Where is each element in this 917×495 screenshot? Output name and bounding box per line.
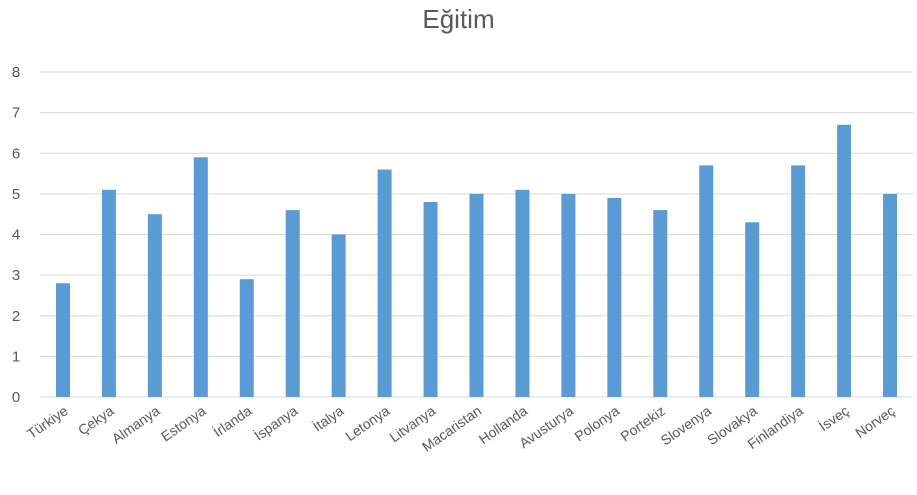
bar: [239, 279, 254, 397]
y-tick-label: 4: [12, 227, 20, 244]
x-tick-label: Almanya: [109, 402, 163, 446]
bar: [147, 214, 162, 397]
x-tick-label: İtalya: [309, 401, 346, 434]
y-tick-label: 8: [12, 64, 20, 81]
bar: [469, 193, 484, 397]
chart-title: Eğitim: [422, 4, 495, 34]
bar: [55, 283, 70, 397]
bar: [101, 189, 116, 397]
bar: [791, 165, 806, 397]
y-tick-label: 3: [12, 267, 20, 284]
x-tick-label: Norveç: [852, 402, 898, 441]
x-tick-label: Letonya: [342, 402, 392, 444]
bar: [561, 193, 576, 397]
x-tick-label: Estonya: [158, 402, 209, 444]
bar: [423, 202, 438, 397]
y-tick-label: 7: [12, 105, 20, 122]
bar: [607, 197, 622, 397]
bar: [285, 210, 300, 397]
x-tick-label: Slovenya: [658, 402, 715, 448]
x-tick-label: İrlanda: [210, 401, 255, 440]
y-tick-label: 5: [12, 186, 20, 203]
y-tick-label: 0: [12, 389, 20, 406]
bar: [515, 189, 530, 397]
bar: [745, 222, 760, 397]
x-tick-label: İsveç: [815, 402, 852, 435]
x-tick-label: Türkiye: [24, 402, 71, 442]
bar: [699, 165, 714, 397]
y-tick-label: 6: [12, 145, 20, 162]
bar: [653, 210, 668, 397]
bar: [883, 193, 898, 397]
bar: [377, 169, 392, 397]
bar: [837, 124, 852, 397]
bar: [331, 234, 346, 397]
bar: [193, 157, 208, 397]
y-tick-label: 1: [12, 348, 20, 365]
x-tick-label: İspanya: [251, 401, 301, 443]
x-tick-label: Polonya: [571, 402, 622, 444]
y-tick-label: 2: [12, 308, 20, 325]
